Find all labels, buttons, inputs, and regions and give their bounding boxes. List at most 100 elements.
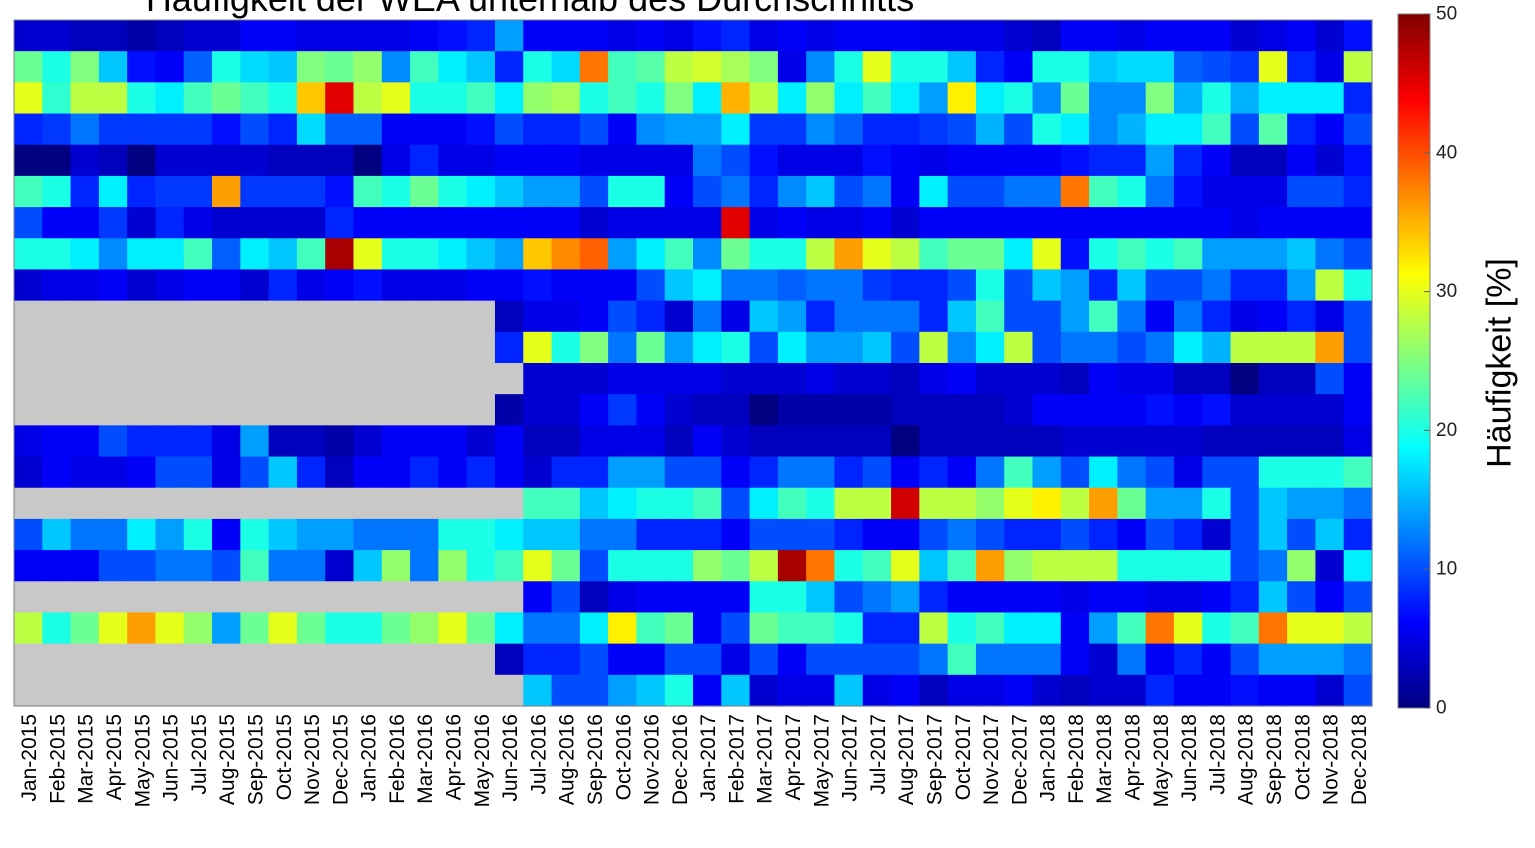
heatmap-cell	[777, 550, 807, 582]
heatmap-cell	[777, 487, 807, 520]
heatmap-cell	[608, 300, 638, 333]
heatmap-cell	[523, 425, 553, 458]
heatmap-cell	[834, 425, 864, 458]
heatmap-cell	[183, 207, 213, 239]
heatmap-cell	[891, 456, 920, 489]
heatmap-cell	[325, 331, 355, 364]
heatmap-cell	[183, 51, 213, 83]
heatmap-cell	[608, 674, 638, 707]
heatmap-cell	[438, 425, 468, 458]
heatmap-cell	[636, 269, 666, 302]
heatmap-cell	[1004, 144, 1034, 177]
heatmap-cell	[1089, 51, 1118, 83]
heatmap-cell	[721, 550, 751, 582]
heatmap-cell	[721, 394, 751, 426]
heatmap-cell	[806, 674, 836, 707]
heatmap-cell	[494, 144, 524, 177]
heatmap-cell	[1145, 456, 1175, 489]
heatmap-cell	[438, 612, 468, 645]
heatmap-cell	[1004, 82, 1034, 115]
heatmap-cell	[1089, 113, 1118, 146]
heatmap-cell	[1117, 518, 1147, 551]
heatmap-cell	[1145, 269, 1175, 302]
heatmap-cell	[1258, 300, 1288, 333]
heatmap-cell	[862, 51, 892, 83]
heatmap-cell	[975, 207, 1005, 239]
heatmap-cell	[834, 238, 864, 271]
heatmap-cell	[693, 175, 722, 208]
heatmap-cell	[296, 425, 326, 458]
heatmap-cell	[523, 207, 553, 239]
heatmap-cell	[212, 394, 241, 426]
heatmap-cell	[1315, 331, 1345, 364]
heatmap-cell	[268, 394, 298, 426]
heatmap-cell	[975, 51, 1005, 83]
heatmap-cell	[325, 269, 355, 302]
heatmap-cell	[834, 612, 864, 645]
heatmap-cell	[70, 269, 100, 302]
heatmap-cell	[1173, 300, 1203, 333]
x-tick-label: Dec-2017	[1008, 714, 1031, 805]
heatmap-cell	[891, 113, 920, 146]
heatmap-cell	[579, 550, 609, 582]
heatmap-cell	[410, 425, 439, 458]
heatmap-cell	[693, 269, 722, 302]
heatmap-cell	[127, 487, 157, 520]
heatmap-cell	[296, 207, 326, 239]
heatmap-cell	[438, 363, 468, 395]
heatmap-cell	[494, 20, 524, 52]
heatmap-cell	[693, 456, 722, 489]
heatmap-cell	[947, 518, 977, 551]
heatmap-cell	[551, 456, 581, 489]
heatmap-cell	[608, 144, 638, 177]
colorbar	[1397, 13, 1431, 709]
heatmap-cell	[1089, 487, 1118, 520]
heatmap-cell	[664, 581, 694, 614]
heatmap-cell	[42, 20, 72, 52]
heatmap-cell	[1117, 51, 1147, 83]
heatmap-cell	[1173, 144, 1203, 177]
heatmap-cell	[947, 674, 977, 707]
heatmap-cell	[636, 82, 666, 115]
heatmap-cell	[353, 612, 383, 645]
heatmap-cell	[494, 82, 524, 115]
heatmap-cell	[466, 643, 496, 676]
heatmap-cell	[862, 674, 892, 707]
heatmap-cell	[1202, 207, 1232, 239]
heatmap-cell	[664, 207, 694, 239]
x-tick-label: Oct-2017	[952, 714, 975, 800]
heatmap-cell	[155, 113, 185, 146]
heatmap-cell	[1032, 643, 1062, 676]
heatmap-cell	[494, 487, 524, 520]
heatmap-cell	[438, 51, 468, 83]
heatmap-cell	[975, 113, 1005, 146]
heatmap-cell	[42, 581, 72, 614]
heatmap-cell	[1230, 175, 1260, 208]
heatmap-cell	[947, 113, 977, 146]
heatmap-cell	[1343, 643, 1373, 676]
heatmap-cell	[806, 113, 836, 146]
heatmap-cell	[212, 425, 241, 458]
heatmap-cell	[919, 207, 949, 239]
heatmap-cell	[466, 425, 496, 458]
heatmap-cell	[749, 300, 779, 333]
heatmap-cell	[1060, 363, 1090, 395]
heatmap-cell	[410, 175, 439, 208]
heatmap-cell	[240, 456, 270, 489]
heatmap-cell	[325, 487, 355, 520]
heatmap-cell	[70, 487, 100, 520]
x-tick-label: Sep-2018	[1263, 714, 1286, 805]
heatmap-cell	[70, 238, 100, 271]
x-tick-label: Feb-2018	[1065, 714, 1088, 804]
heatmap-cell	[1315, 300, 1345, 333]
heatmap-cell	[155, 425, 185, 458]
heatmap-cell	[127, 331, 157, 364]
heatmap-cell	[919, 82, 949, 115]
heatmap-cell	[777, 581, 807, 614]
x-tick-label: Dec-2018	[1348, 714, 1371, 805]
heatmap-cell	[353, 331, 383, 364]
x-tick-label: Feb-2017	[725, 714, 748, 804]
heatmap-cell	[1089, 238, 1118, 271]
heatmap-cell	[1117, 238, 1147, 271]
heatmap-cell	[777, 425, 807, 458]
